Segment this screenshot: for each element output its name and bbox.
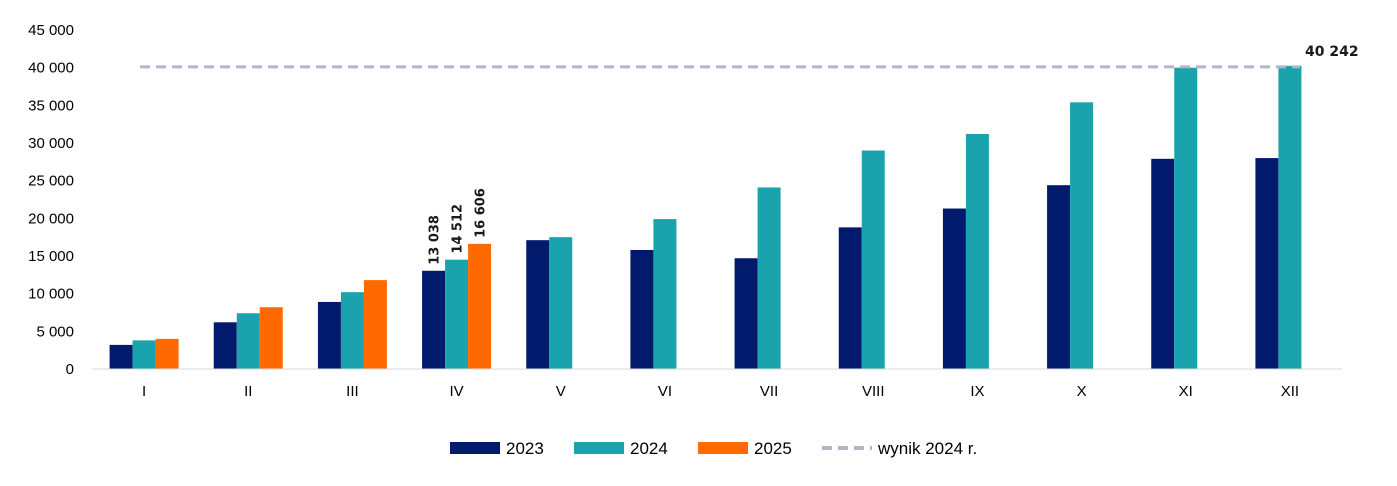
x-tick-label: I bbox=[142, 383, 146, 400]
x-axis-ticks: I II III IV V VI VII VIII IX X XI XII bbox=[142, 383, 1299, 400]
bar-2025-I bbox=[155, 338, 179, 369]
reference-line-label: 40 242 bbox=[1305, 44, 1359, 60]
legend-swatch-2025 bbox=[698, 442, 748, 454]
data-labels: 13 038 14 512 16 606 bbox=[428, 188, 489, 265]
x-tick-label: VII bbox=[760, 383, 778, 400]
bar-2023-VII bbox=[734, 258, 758, 369]
bar-2024-XI bbox=[1174, 67, 1198, 370]
bar-2023-VIII bbox=[838, 227, 862, 369]
bar-2023-V bbox=[526, 240, 550, 369]
data-label: 14 512 bbox=[451, 204, 466, 254]
bar-2023-XII bbox=[1255, 158, 1279, 369]
x-tick-label: VI bbox=[658, 383, 672, 400]
legend-label-reference-line: wynik 2024 r. bbox=[877, 439, 977, 458]
x-tick-label: II bbox=[244, 383, 252, 400]
bars bbox=[109, 65, 1302, 370]
x-tick-label: V bbox=[556, 383, 566, 400]
bar-2024-I bbox=[132, 340, 156, 369]
legend-label-2025: 2025 bbox=[754, 439, 792, 458]
bar-2024-IX bbox=[965, 133, 989, 369]
bar-2023-XI bbox=[1151, 158, 1175, 369]
bar-2024-II bbox=[236, 313, 260, 369]
bar-2025-II bbox=[259, 307, 283, 369]
y-tick-label: 5 000 bbox=[36, 323, 74, 340]
x-tick-label: IX bbox=[970, 383, 984, 400]
legend-label-2023: 2023 bbox=[506, 439, 544, 458]
y-tick-label: 30 000 bbox=[28, 135, 74, 152]
bar-2025-IV bbox=[468, 243, 492, 369]
bar-2023-III bbox=[317, 301, 341, 369]
bar-2023-I bbox=[109, 344, 133, 369]
bar-2023-IX bbox=[942, 208, 966, 369]
bar-2023-VI bbox=[630, 249, 654, 369]
bar-2023-X bbox=[1047, 185, 1071, 369]
y-tick-label: 10 000 bbox=[28, 286, 74, 303]
x-tick-label: III bbox=[346, 383, 359, 400]
data-label: 16 606 bbox=[474, 188, 489, 238]
bar-2024-VII bbox=[757, 187, 781, 369]
bar-2025-III bbox=[363, 280, 387, 369]
bar-2024-V bbox=[549, 237, 573, 369]
x-tick-label: IV bbox=[449, 383, 463, 400]
x-tick-label: XI bbox=[1179, 383, 1193, 400]
bar-2023-IV bbox=[422, 270, 446, 369]
y-tick-label: 15 000 bbox=[28, 248, 74, 265]
y-tick-label: 20 000 bbox=[28, 210, 74, 227]
y-tick-label: 35 000 bbox=[28, 97, 74, 114]
y-axis-ticks: 0 5 000 10 000 15 000 20 000 25 000 30 000 35 0… bbox=[28, 22, 74, 378]
x-tick-label: XII bbox=[1281, 383, 1299, 400]
y-tick-label: 40 000 bbox=[28, 60, 74, 77]
bar-2023-II bbox=[213, 322, 237, 369]
legend: 2023 2024 2025 wynik 2024 r. bbox=[450, 439, 977, 458]
y-tick-label: 45 000 bbox=[28, 22, 74, 39]
y-tick-label: 25 000 bbox=[28, 173, 74, 190]
bar-2024-VI bbox=[653, 219, 677, 369]
bar-2024-X bbox=[1070, 102, 1094, 369]
x-tick-label: VIII bbox=[862, 383, 885, 400]
legend-swatch-2024 bbox=[574, 442, 624, 454]
bar-2024-III bbox=[340, 292, 364, 369]
bar-2024-XII bbox=[1278, 65, 1302, 369]
bar-2024-VIII bbox=[861, 150, 885, 369]
legend-swatch-2023 bbox=[450, 442, 500, 454]
bar-2024-IV bbox=[445, 259, 469, 369]
legend-label-2024: 2024 bbox=[630, 439, 668, 458]
y-tick-label: 0 bbox=[66, 361, 74, 378]
data-label: 13 038 bbox=[428, 215, 443, 265]
x-tick-label: X bbox=[1077, 383, 1087, 400]
